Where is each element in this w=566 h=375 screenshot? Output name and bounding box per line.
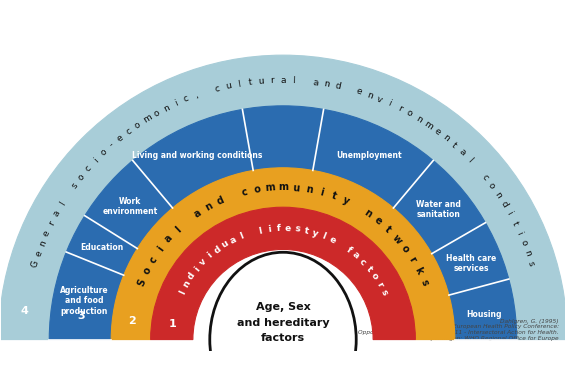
Text: n: n	[203, 201, 215, 213]
Text: o: o	[486, 181, 496, 190]
Text: f: f	[276, 224, 281, 233]
Text: a: a	[280, 76, 286, 85]
Text: d: d	[215, 195, 226, 207]
Text: e: e	[372, 215, 384, 227]
Text: e: e	[115, 133, 125, 143]
Text: o: o	[98, 147, 109, 158]
Text: r: r	[396, 104, 404, 113]
Text: t: t	[248, 78, 252, 87]
Text: c: c	[182, 94, 190, 104]
Text: i: i	[206, 251, 215, 260]
Text: s: s	[418, 278, 430, 287]
Text: n: n	[162, 103, 171, 114]
Text: l: l	[258, 226, 262, 236]
Text: o: o	[518, 239, 529, 247]
Text: n: n	[441, 133, 451, 143]
Text: k: k	[413, 266, 424, 276]
Text: i: i	[173, 99, 179, 108]
Text: n: n	[522, 249, 533, 258]
Text: G: G	[30, 259, 41, 268]
Text: e: e	[328, 235, 337, 245]
Text: d: d	[334, 81, 341, 91]
Text: u: u	[258, 77, 264, 86]
Text: s: s	[379, 288, 389, 297]
Text: l: l	[239, 231, 245, 241]
Text: e: e	[432, 126, 442, 136]
Text: i: i	[387, 99, 393, 108]
Text: Housing: Housing	[466, 310, 502, 320]
Wedge shape	[0, 55, 566, 340]
Text: t: t	[509, 219, 519, 226]
Text: c: c	[148, 255, 160, 265]
Text: Dahlgren, G. (1995)
European Health Policy Conference:
Opportunities for the Fut: Dahlgren, G. (1995) European Health Poli…	[358, 319, 559, 341]
Text: c: c	[241, 187, 249, 198]
Text: d: d	[186, 271, 197, 282]
Text: o: o	[399, 243, 411, 255]
Text: n: n	[37, 239, 48, 248]
Text: l: l	[237, 80, 241, 89]
Text: c: c	[358, 257, 368, 267]
Text: i: i	[505, 210, 514, 217]
Text: e: e	[42, 228, 52, 237]
Text: Living and working conditions: Living and working conditions	[132, 151, 263, 160]
Text: Water and
sanitation: Water and sanitation	[416, 200, 461, 219]
Text: a: a	[163, 233, 175, 245]
Text: e: e	[33, 249, 44, 258]
Text: d: d	[212, 244, 222, 255]
Text: v: v	[375, 94, 384, 104]
Text: a: a	[192, 207, 203, 219]
Text: Agriculture
and food
production: Agriculture and food production	[59, 286, 108, 316]
Wedge shape	[151, 207, 415, 340]
Ellipse shape	[210, 252, 356, 375]
Text: o: o	[405, 108, 414, 118]
Text: u: u	[292, 183, 300, 194]
Text: s: s	[294, 224, 300, 234]
Text: y: y	[341, 195, 350, 207]
Text: t: t	[303, 226, 309, 236]
Text: u: u	[225, 81, 232, 91]
Text: o: o	[369, 271, 380, 281]
Text: e: e	[355, 87, 363, 97]
Text: i: i	[156, 244, 166, 254]
Text: Age, Sex
and hereditary
factors: Age, Sex and hereditary factors	[237, 302, 329, 343]
Text: r: r	[375, 280, 384, 288]
Text: S: S	[136, 278, 148, 288]
Text: n: n	[492, 190, 503, 200]
Text: -: -	[108, 141, 116, 150]
Text: e: e	[285, 224, 291, 233]
Text: i: i	[318, 187, 324, 198]
Text: I: I	[177, 289, 187, 296]
Text: u: u	[220, 239, 230, 250]
Text: n: n	[362, 207, 374, 220]
Text: o: o	[152, 108, 161, 118]
Text: t: t	[364, 264, 374, 273]
Text: m: m	[265, 183, 276, 194]
Text: l: l	[466, 156, 474, 164]
Text: v: v	[198, 257, 209, 267]
Text: o: o	[253, 184, 261, 195]
Text: r: r	[270, 76, 274, 85]
Text: l: l	[321, 231, 327, 241]
Text: a: a	[229, 235, 238, 245]
Text: Unemployment: Unemployment	[336, 151, 401, 160]
Text: c: c	[83, 164, 93, 173]
Text: a: a	[457, 147, 468, 158]
Text: 4: 4	[21, 306, 29, 316]
Text: s: s	[526, 260, 536, 267]
Text: a: a	[52, 209, 62, 218]
Text: d: d	[498, 199, 509, 208]
Text: l: l	[173, 225, 183, 234]
Text: i: i	[267, 225, 271, 234]
Text: m: m	[422, 119, 434, 131]
Text: r: r	[47, 219, 57, 227]
Text: i: i	[514, 230, 524, 236]
Text: a: a	[350, 250, 361, 261]
Text: Health care
services: Health care services	[446, 254, 496, 273]
Text: n: n	[365, 90, 374, 101]
Text: n: n	[323, 79, 331, 89]
Text: 1: 1	[168, 319, 176, 329]
Text: w: w	[391, 232, 404, 246]
Text: r: r	[407, 255, 418, 264]
Text: a: a	[312, 78, 319, 87]
Text: n: n	[305, 184, 313, 195]
